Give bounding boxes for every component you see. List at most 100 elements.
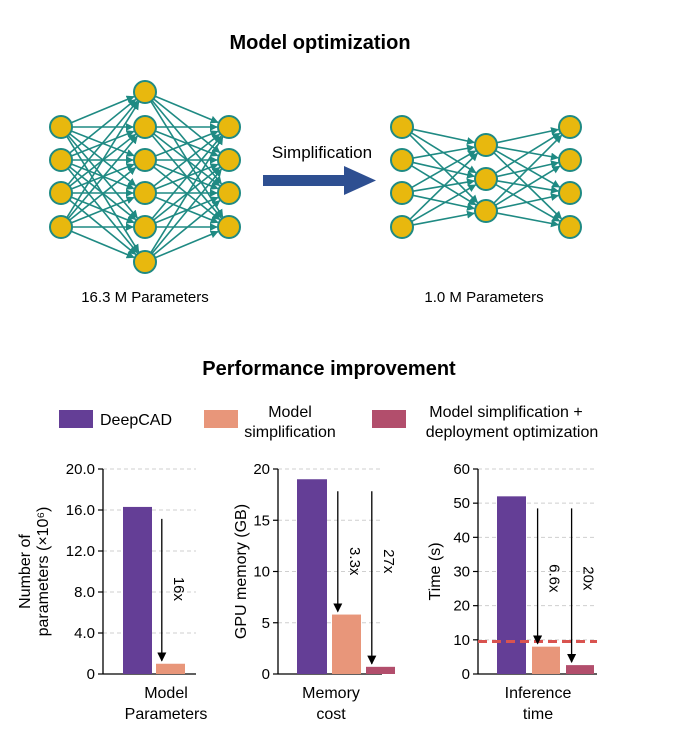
network-node xyxy=(217,215,241,239)
legend-label-deploy-2: deployment optimization xyxy=(426,424,599,441)
network-node xyxy=(49,215,73,239)
bar-3 xyxy=(366,666,395,674)
network-node xyxy=(217,181,241,205)
network-node xyxy=(558,115,582,139)
network-edge xyxy=(496,193,560,210)
y-tick-label: 0 xyxy=(87,666,95,683)
network-edge xyxy=(67,135,138,220)
y-tick-label: 50 xyxy=(453,495,470,512)
bar-2 xyxy=(156,663,185,674)
x-axis-label: Parameters xyxy=(125,706,208,723)
y-tick-label: 60 xyxy=(453,461,470,478)
y-tick-label: 4.0 xyxy=(74,625,95,642)
legend-label-deepcad: DeepCAD xyxy=(100,412,172,429)
network-edge xyxy=(151,168,222,255)
network-edge xyxy=(410,165,477,206)
network-node xyxy=(558,215,582,239)
y-axis-label: Number of xyxy=(17,534,34,609)
y-tick-label: 10 xyxy=(253,564,270,581)
network-edge xyxy=(150,136,224,254)
y-tick-label: 20.0 xyxy=(66,461,95,478)
chart-3: 0 10 20 30 40 50 60 6.6x 20x Time (s) Inference tim… xyxy=(427,461,597,723)
left-caption: 16.3 M Parameters xyxy=(81,289,209,306)
network-edge xyxy=(69,166,137,221)
network-node xyxy=(390,215,414,239)
network-edge xyxy=(494,165,561,206)
legend-label-simp-1: Model xyxy=(268,404,312,421)
legend-swatch-model-simplification xyxy=(204,410,238,428)
network-edge xyxy=(70,196,135,224)
network-node xyxy=(390,115,414,139)
network-edge xyxy=(70,95,135,124)
y-tick-label: 15 xyxy=(253,512,270,529)
right-network-diagram xyxy=(390,115,582,239)
network-node xyxy=(49,148,73,172)
network-edge xyxy=(66,101,140,219)
x-axis-label: time xyxy=(523,706,553,723)
network-edge xyxy=(496,212,559,228)
network-node xyxy=(133,80,157,104)
network-node xyxy=(217,115,241,139)
chart-2: 0 5 10 15 20 3.3x 27x GPU memory (GB) Memory cost xyxy=(233,461,397,723)
network-edge xyxy=(412,210,475,226)
network-node xyxy=(217,148,241,172)
fold-change-label: 27x xyxy=(380,549,397,574)
y-tick-label: 12.0 xyxy=(66,543,95,560)
y-tick-label: 10 xyxy=(453,632,470,649)
simplification-arrow-icon xyxy=(263,166,376,195)
y-tick-label: 40 xyxy=(453,529,470,546)
fold-change-label: 3.3x xyxy=(346,547,363,576)
bar-2 xyxy=(332,614,361,674)
left-network-diagram xyxy=(49,80,241,274)
y-tick-label: 16.0 xyxy=(66,502,95,519)
network-edge xyxy=(412,194,476,211)
y-tick-label: 5 xyxy=(262,615,270,632)
network-node xyxy=(133,115,157,139)
network-edge xyxy=(496,127,560,144)
legend-label-simp-2: simplification xyxy=(244,424,336,441)
network-edge xyxy=(412,144,475,159)
x-axis-label: Model xyxy=(144,685,188,702)
legend-swatch-deepcad xyxy=(59,410,93,428)
network-edge xyxy=(494,132,561,174)
bar-1 xyxy=(497,496,526,674)
network-edge xyxy=(154,130,219,157)
legend-label-deploy-1: Model simplification + xyxy=(429,404,582,421)
x-axis-label: cost xyxy=(316,706,346,723)
simplification-label: Simplification xyxy=(272,143,372,162)
network-edge xyxy=(493,134,563,204)
y-tick-label: 0 xyxy=(462,666,470,683)
bar-1 xyxy=(123,506,152,674)
network-edge xyxy=(154,95,219,124)
network-edge xyxy=(411,184,477,223)
network-node xyxy=(474,133,498,157)
x-axis-label: Inference xyxy=(505,685,572,702)
network-edge xyxy=(409,152,478,220)
y-tick-label: 20 xyxy=(253,461,270,478)
network-edge xyxy=(154,230,219,259)
fold-change-label: 16x xyxy=(170,577,187,602)
chart-1: 0 4.0 8.0 12.0 16.0 20.0 16x Number of parameter… xyxy=(17,461,207,723)
y-axis-label: GPU memory (GB) xyxy=(233,504,250,639)
network-node xyxy=(133,181,157,205)
bar-3 xyxy=(566,665,594,674)
network-node xyxy=(133,215,157,239)
y-tick-label: 30 xyxy=(453,564,470,581)
bar-1 xyxy=(297,479,327,674)
network-edge xyxy=(70,230,135,259)
top-title: Model optimization xyxy=(229,32,410,54)
network-node xyxy=(49,181,73,205)
network-node xyxy=(49,115,73,139)
fold-change-label: 6.6x xyxy=(546,564,563,593)
network-edge xyxy=(152,199,221,256)
x-axis-label: Memory xyxy=(302,685,360,702)
network-edge xyxy=(151,135,222,220)
network-node xyxy=(133,250,157,274)
network-node xyxy=(390,181,414,205)
bottom-title: Performance improvement xyxy=(202,358,456,380)
right-caption: 1.0 M Parameters xyxy=(424,289,543,306)
y-tick-label: 20 xyxy=(453,598,470,615)
network-edge xyxy=(412,128,476,145)
network-node xyxy=(558,148,582,172)
